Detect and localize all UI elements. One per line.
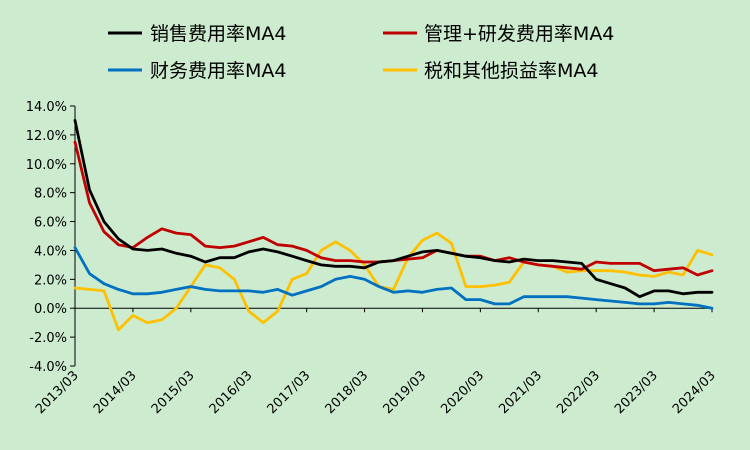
y-tick-label: 10.0% (26, 158, 67, 173)
x-tick-label: 2019/03 (380, 368, 429, 417)
axes: 14.0% 12.0% 10.0% 8.0% 6.0% 4.0% 2.0% 0.0% -2.0%… (26, 100, 719, 417)
x-tick-label: 2020/03 (438, 368, 487, 417)
legend-label-sales: 销售费用率MA4 (150, 23, 286, 45)
y-tick-label: -2.0% (29, 331, 67, 346)
x-tick-label: 2015/03 (149, 368, 198, 417)
y-tick-label: 8.0% (34, 187, 67, 202)
x-tick-label: 2014/03 (91, 368, 140, 417)
series-line-1 (73, 140, 714, 277)
x-tick-label: 2024/03 (670, 368, 719, 417)
x-tick-label: 2021/03 (496, 368, 545, 417)
y-tick-label: 6.0% (34, 216, 67, 231)
series-line-2 (73, 246, 714, 310)
legend-label-tax-other: 税和其他损益率MA4 (424, 60, 598, 82)
x-tick-label: 2013/03 (33, 368, 82, 417)
y-tick-label: 2.0% (34, 273, 67, 288)
y-tick-label: -4.0% (29, 360, 67, 375)
y-tick-label: 4.0% (34, 244, 67, 259)
series-line-0 (73, 119, 714, 299)
x-tick-label: 2016/03 (207, 368, 256, 417)
series-line-3 (73, 231, 714, 332)
legend: 销售费用率MA4 管理+研发费用率MA4 财务费用率MA4 税和其他损益率MA4 (108, 23, 614, 82)
x-tick-label: 2022/03 (554, 368, 603, 417)
series-layer (73, 119, 714, 332)
x-tick-label: 2017/03 (265, 368, 314, 417)
legend-label-admin-rd: 管理+研发费用率MA4 (424, 23, 614, 45)
y-tick-label: 12.0% (26, 129, 67, 144)
x-tick-label: 2018/03 (323, 368, 372, 417)
y-tick-label: 0.0% (34, 302, 67, 317)
x-tick-label: 2023/03 (612, 368, 661, 417)
y-tick-label: 14.0% (26, 100, 67, 115)
legend-label-finance: 财务费用率MA4 (150, 60, 286, 82)
